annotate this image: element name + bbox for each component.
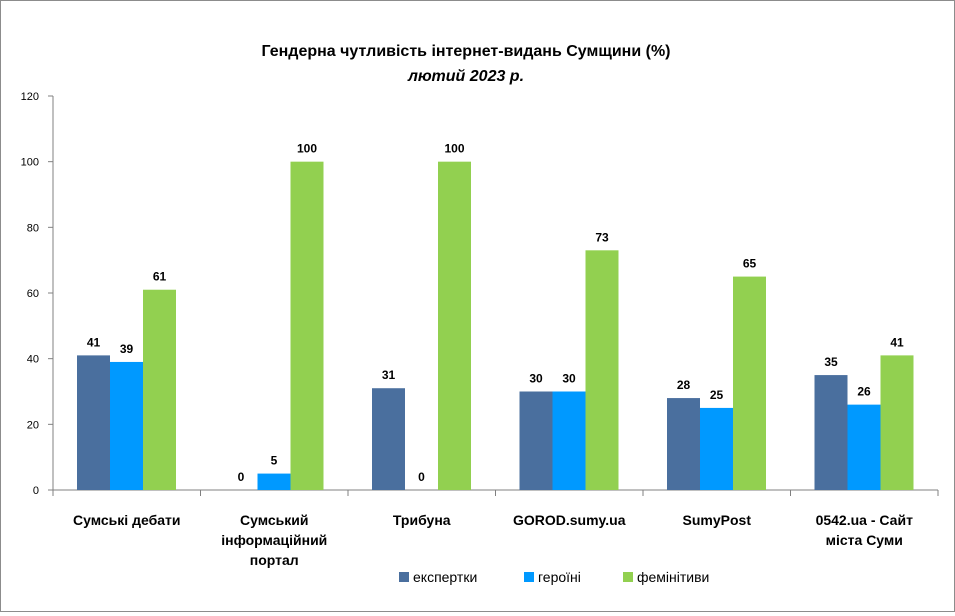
legend-swatch — [623, 572, 633, 582]
data-label: 26 — [857, 385, 871, 399]
bar — [733, 276, 766, 490]
data-label: 0 — [418, 470, 425, 484]
bar — [110, 361, 143, 490]
bar — [585, 250, 619, 490]
y-tick-label: 80 — [27, 222, 39, 234]
bar — [552, 391, 586, 490]
data-label: 61 — [153, 270, 167, 284]
data-label: 31 — [382, 368, 396, 382]
x-category-label: GOROD.sumy.ua — [513, 512, 626, 528]
data-label: 28 — [677, 378, 691, 392]
legend-swatch — [399, 572, 409, 582]
bar — [290, 161, 324, 490]
x-category-label: Сумські дебати — [73, 512, 180, 528]
chart-title: Гендерна чутливість інтернет-видань Сумщ… — [261, 43, 670, 60]
data-label: 65 — [743, 257, 757, 271]
data-label: 41 — [890, 335, 904, 349]
legend-label: героїні — [538, 569, 581, 585]
bar — [438, 161, 471, 490]
y-tick-label: 60 — [27, 288, 39, 300]
y-tick-label: 20 — [27, 419, 39, 431]
y-tick-label: 0 — [33, 485, 39, 497]
data-label: 73 — [595, 230, 609, 244]
data-labels: 41 39 61 0 5 100 31 0 100 30 30 73 28 25 65 35 26 41 — [87, 142, 904, 484]
bar — [257, 473, 291, 490]
chart-subtitle: лютий 2023 р. — [407, 68, 524, 85]
data-label: 100 — [297, 142, 317, 156]
bar — [143, 289, 176, 490]
axes: 0 20 40 60 80 100 120 — [21, 91, 939, 497]
data-label: 5 — [271, 454, 278, 468]
y-tick-label: 120 — [21, 91, 39, 103]
data-label: 41 — [87, 335, 101, 349]
bar — [667, 398, 700, 490]
bar — [814, 375, 848, 490]
bar — [372, 388, 405, 490]
data-label: 30 — [529, 372, 543, 386]
legend-label: експертки — [413, 569, 477, 585]
category-labels: Сумські дебати Сумський інформаційний порта… — [73, 512, 913, 568]
data-label: 35 — [824, 355, 838, 369]
data-label: 25 — [710, 388, 724, 402]
bars — [77, 161, 914, 490]
data-label: 39 — [120, 342, 134, 356]
x-category-label: портал — [250, 552, 299, 568]
x-category-label: 0542.ua - Сайт — [816, 512, 913, 528]
y-tick-label: 100 — [21, 157, 39, 169]
bar — [519, 391, 553, 490]
legend-label: фемінітиви — [637, 569, 709, 585]
y-tick-label: 40 — [27, 354, 39, 366]
bar — [700, 407, 733, 490]
bar — [77, 355, 110, 490]
bar — [880, 355, 914, 490]
data-label: 100 — [444, 142, 464, 156]
legend-swatch — [524, 572, 534, 582]
x-category-label: Трибуна — [393, 512, 451, 528]
x-category-label: інформаційний — [221, 532, 327, 548]
bar — [847, 404, 881, 490]
x-category-label: міста Суми — [826, 532, 903, 548]
x-category-label: SumyPost — [683, 512, 752, 528]
legend: експертки героїні фемінітиви — [399, 569, 709, 585]
data-label: 0 — [238, 470, 245, 484]
x-category-label: Сумський — [240, 512, 309, 528]
data-label: 30 — [562, 372, 576, 386]
